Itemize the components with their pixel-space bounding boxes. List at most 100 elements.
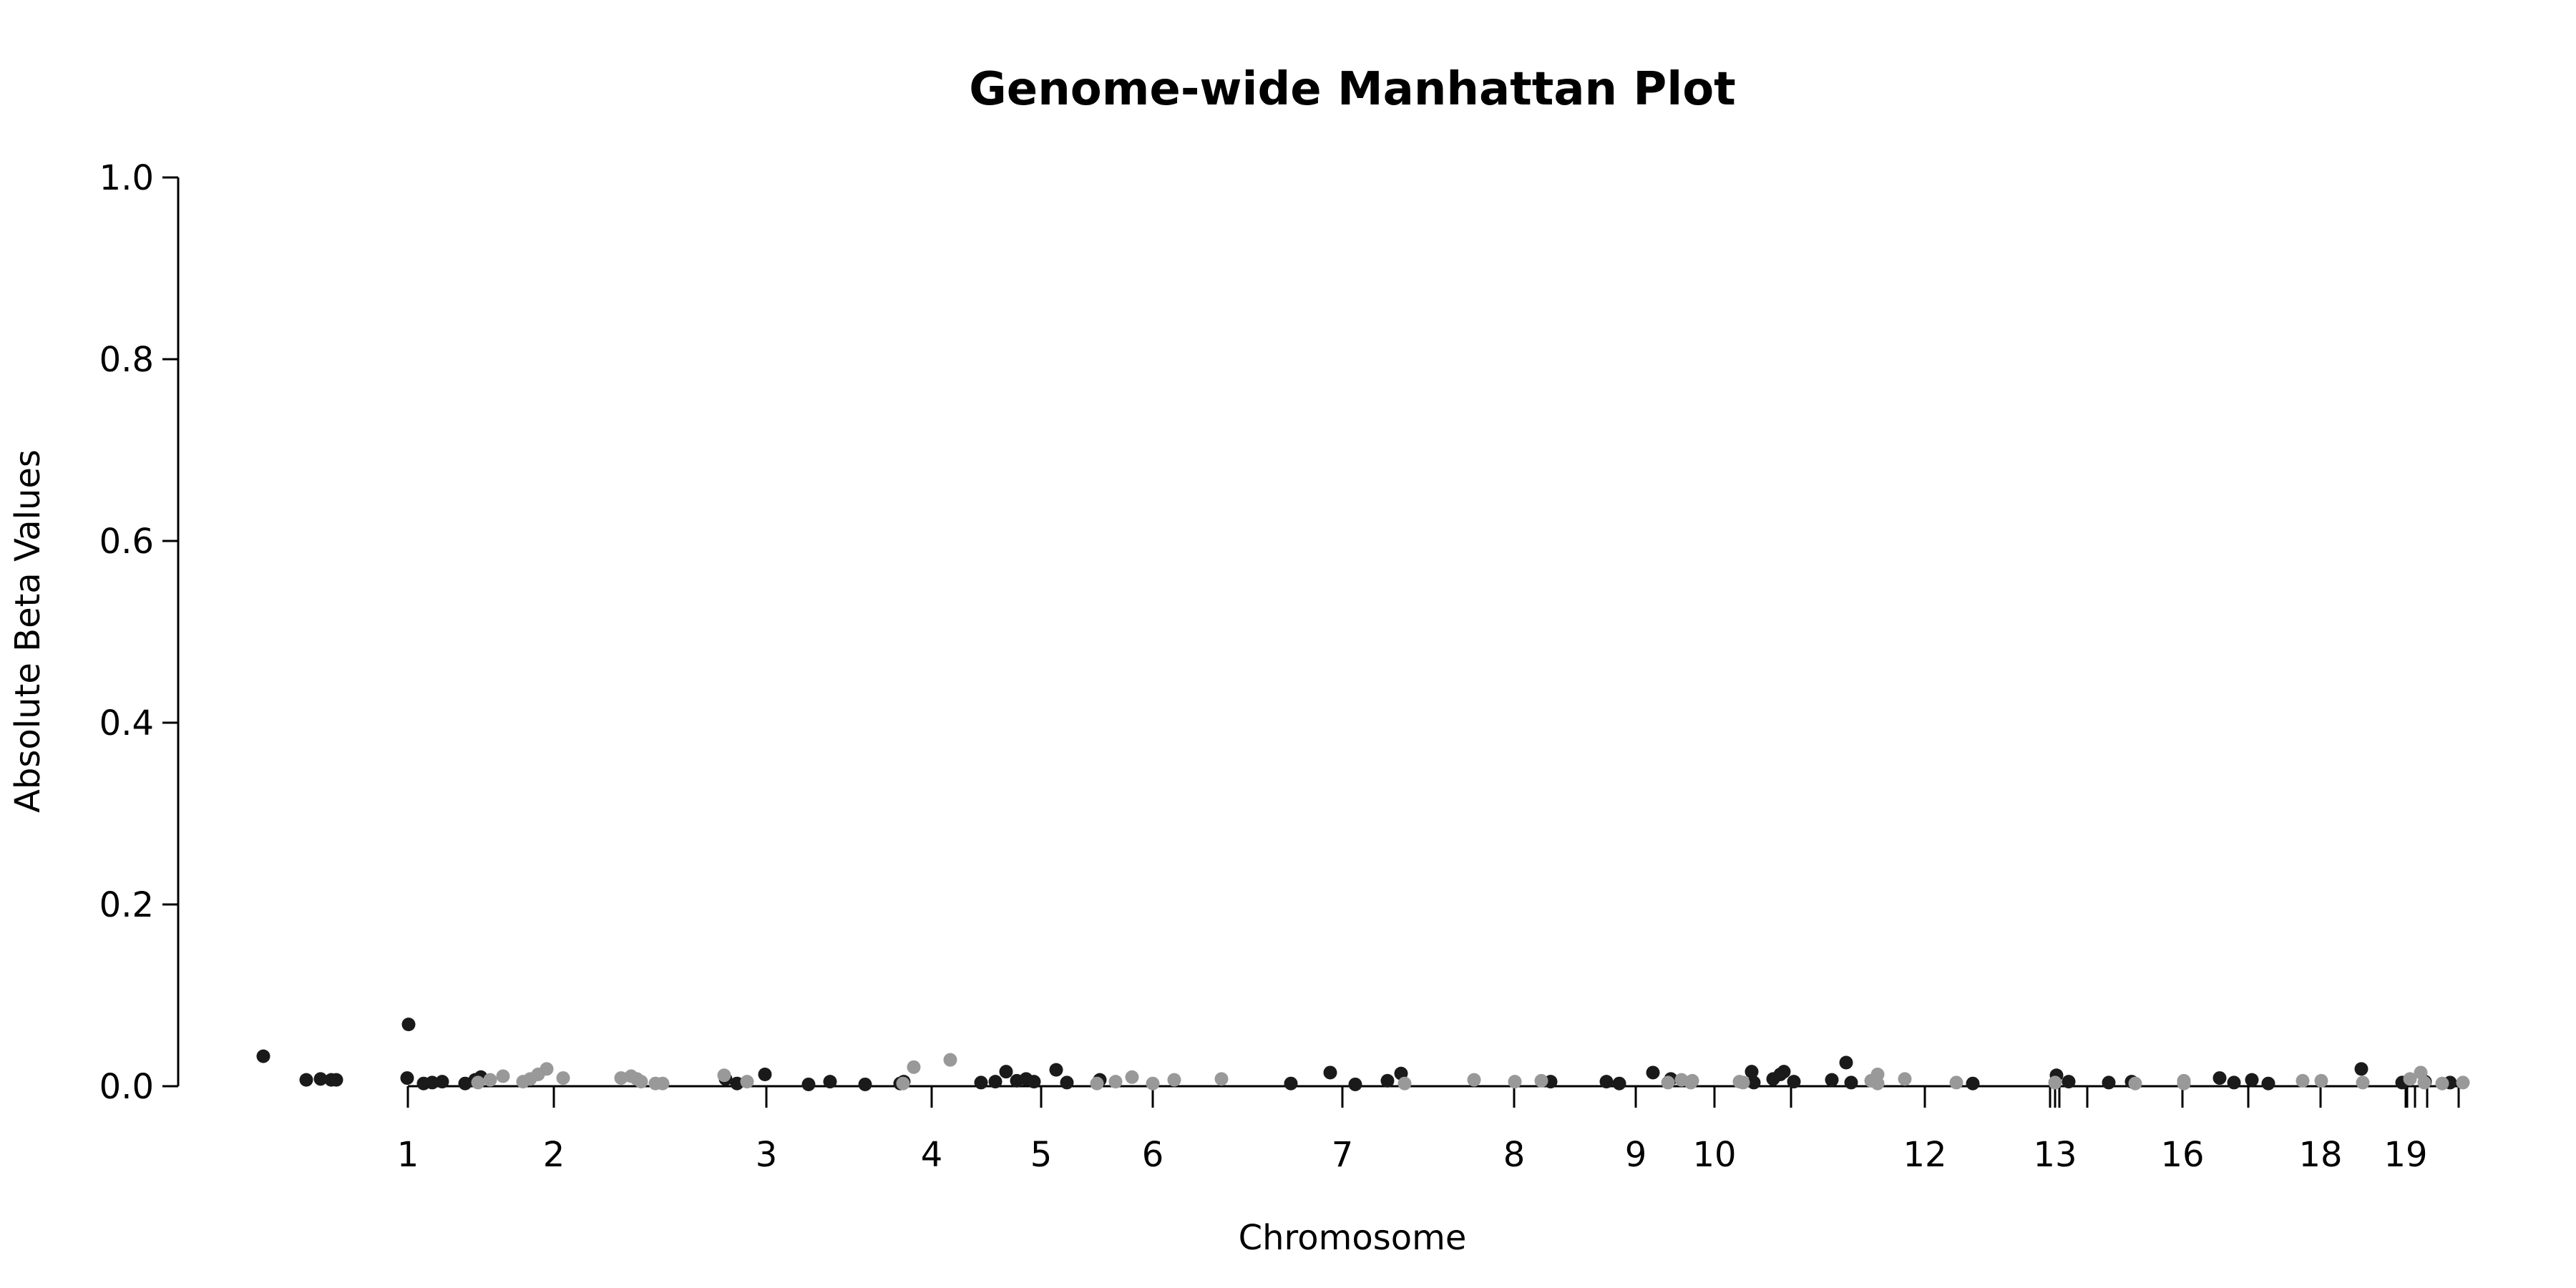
x-tick-label: 8 [1503,1135,1526,1175]
data-point [1646,1065,1660,1080]
data-point [1674,1073,1689,1087]
data-point [823,1075,837,1089]
data-point [540,1062,554,1076]
data-point [717,1068,731,1083]
x-axis-ticks: 1 2 3 4 5 6 7 8 9 10 12 13 16 18 19 [397,1086,2460,1175]
data-point [1747,1075,1761,1090]
data-point [1397,1076,1412,1091]
x-tick-label: 12 [1903,1135,1946,1175]
data-point [2261,1076,2275,1091]
x-tick-label: 4 [921,1135,943,1175]
data-point [907,1060,921,1074]
chart-title: Genome-wide Manhattan Plot [969,63,1736,116]
data-point [1146,1076,1160,1091]
data-point [1284,1076,1298,1091]
y-tick-label: 0.2 [99,885,154,925]
x-tick-label: 9 [1625,1135,1647,1175]
data-point [740,1075,754,1089]
data-point [2435,1076,2449,1091]
data-point [999,1065,1013,1079]
data-point [313,1072,328,1086]
x-tick-label: 1 [397,1135,419,1175]
data-point [655,1076,670,1091]
data-point [299,1073,313,1087]
data-point [1777,1065,1791,1079]
data-point [974,1075,988,1090]
data-point [1060,1075,1074,1090]
data-point [1027,1075,1041,1089]
data-point [1736,1075,1750,1090]
data-point [1949,1075,1963,1090]
data-point [1839,1055,1853,1070]
data-point [1966,1076,1980,1091]
data-point [425,1075,439,1090]
data-point [943,1053,957,1067]
data-points [256,1018,2470,1091]
data-point [1534,1073,1548,1088]
data-point [1825,1073,1839,1087]
data-point [1108,1075,1123,1089]
data-point [1467,1073,1481,1087]
data-point [1661,1075,1675,1090]
data-point [400,1071,414,1085]
data-point [401,1018,416,1032]
y-tick-label: 0.8 [99,340,154,380]
x-tick-label: 7 [1332,1135,1354,1175]
data-point [483,1073,497,1087]
data-point [1214,1072,1229,1086]
data-point [2456,1075,2470,1090]
y-tick-label: 1.0 [99,158,154,198]
data-point [1323,1065,1337,1080]
y-tick-label: 0.0 [99,1067,154,1107]
data-point [2417,1075,2431,1090]
data-point [1745,1065,1759,1079]
data-point [2128,1076,2142,1091]
data-point [1612,1076,1626,1091]
data-point [1599,1075,1614,1089]
data-point [2356,1075,2370,1090]
x-tick-label: 5 [1030,1135,1053,1175]
x-tick-label: 19 [2384,1135,2427,1175]
data-point [1348,1077,1362,1091]
data-point [1380,1073,1395,1088]
data-point [2296,1073,2310,1088]
data-point [329,1073,343,1087]
data-point [858,1077,872,1091]
y-axis-label: Absolute Beta Values [8,449,48,813]
data-point [435,1075,449,1089]
x-tick-label: 13 [2033,1135,2077,1175]
x-tick-label: 10 [1692,1135,1736,1175]
data-point [256,1049,270,1063]
data-point [2314,1073,2328,1088]
data-point [2102,1075,2116,1090]
data-point [496,1069,510,1083]
data-point [1844,1075,1858,1090]
data-point [1870,1067,1885,1081]
data-point [2354,1062,2368,1076]
y-tick-label: 0.6 [99,522,154,562]
x-tick-label: 3 [756,1135,778,1175]
data-point [730,1076,744,1091]
data-point [1508,1075,1522,1089]
data-point [634,1075,648,1089]
data-point [2403,1072,2417,1086]
data-point [614,1071,628,1085]
data-point [2227,1075,2241,1090]
data-point [988,1075,1002,1089]
data-point [896,1076,910,1091]
data-point [2062,1075,2076,1089]
data-point [1125,1070,1139,1084]
x-tick-label: 16 [2160,1135,2204,1175]
x-axis-label: Chromosome [1239,1218,1467,1258]
data-point [1090,1076,1104,1091]
data-point [1049,1063,1063,1077]
data-point [1167,1073,1181,1087]
data-point [801,1077,816,1091]
x-tick-label: 2 [543,1135,565,1175]
data-point [1787,1075,1801,1089]
data-point [556,1071,570,1085]
x-tick-label: 18 [2298,1135,2342,1175]
data-point [2177,1076,2191,1091]
y-tick-label: 0.4 [99,703,154,743]
